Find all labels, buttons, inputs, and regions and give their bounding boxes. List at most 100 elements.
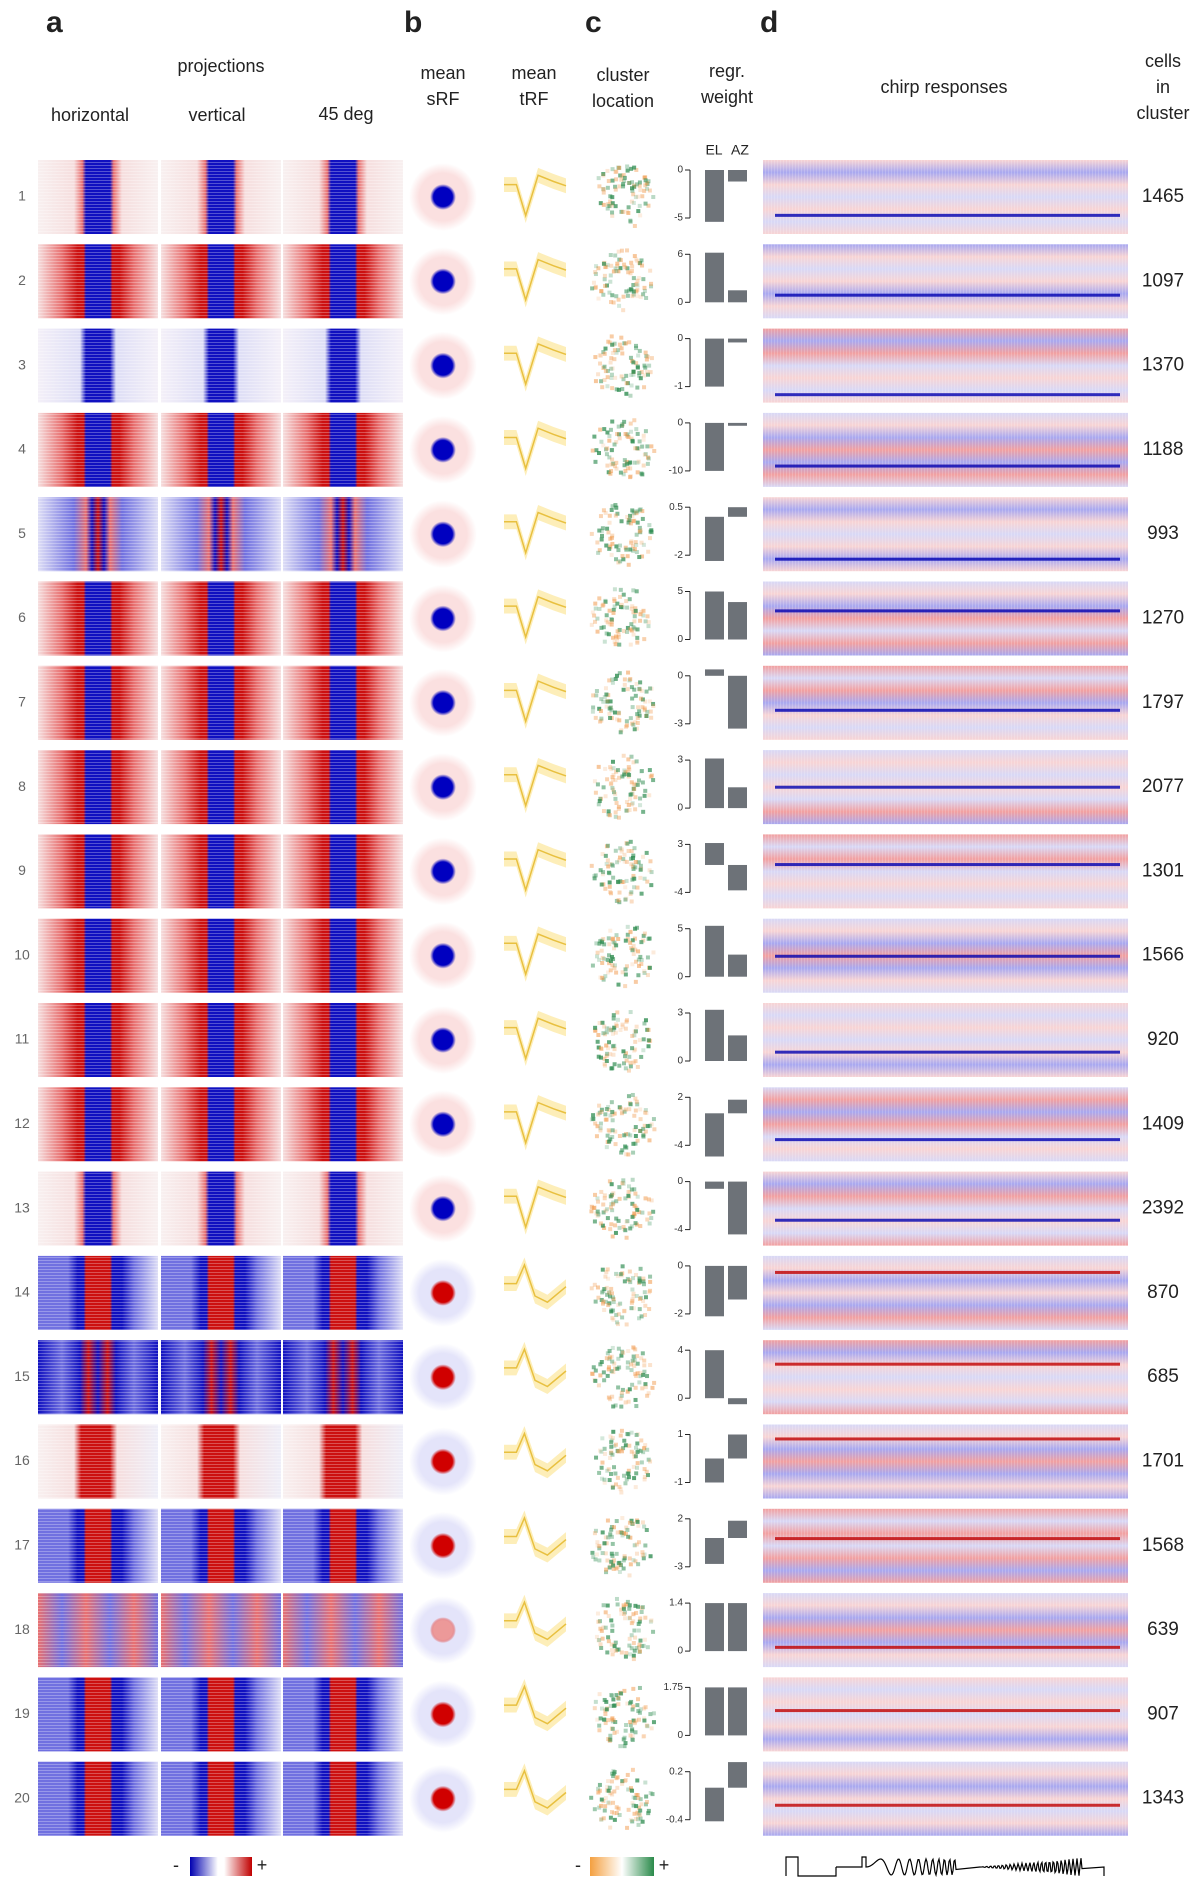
location-pixel [613,1770,617,1774]
chirp-band [775,1804,1120,1807]
location-pixel [620,1391,624,1395]
location-pixel [608,765,612,769]
location-pixel [626,925,630,929]
location-pixel [636,949,640,953]
location-pixel [629,356,633,360]
location-pixel [607,1367,611,1371]
spatial-rf [409,585,477,653]
location-pixel [600,1707,604,1711]
location-pixel [593,1026,597,1030]
location-pixel [611,1542,615,1546]
location-pixel [634,1221,638,1225]
location-pixel [645,1218,649,1222]
location-pixel [614,1443,618,1447]
header: cells [1145,51,1181,71]
location-pixel [608,1456,612,1460]
location-pixel [634,543,638,547]
cell-count: 870 [1147,1282,1179,1303]
location-pixel [602,957,606,961]
location-pixel [601,1551,605,1555]
location-pixel [594,1369,598,1373]
location-pixel [620,1651,624,1655]
location-pixel [608,521,612,525]
location-pixel [619,178,623,182]
location-pixel [617,898,621,902]
location-pixel [623,1054,627,1058]
location-pixel [606,844,610,848]
location-pixel [623,1144,627,1148]
location-pixel [630,1383,634,1387]
location-pixel [638,1649,642,1653]
location-pixel [646,614,650,618]
spatial-rf [409,1175,477,1243]
y-tick-label: 0 [677,803,683,814]
y-tick-label: 3 [677,839,683,850]
location-pixel [648,859,652,863]
location-pixel [634,1804,638,1808]
location-pixel [630,1431,634,1435]
location-pixel [622,853,626,857]
location-pixel [635,1542,639,1546]
location-pixel [611,1202,615,1206]
location-pixel [598,1021,602,1025]
location-pixel [632,1476,636,1480]
location-pixel [627,181,631,185]
location-pixel [614,514,618,518]
location-pixel [605,1030,609,1034]
location-pixel [615,717,619,721]
location-pixel [647,364,651,368]
location-pixel [634,694,638,698]
location-pixel [634,1109,638,1113]
location-pixel [619,1107,623,1111]
location-pixel [618,1226,622,1230]
location-pixel [600,1290,604,1294]
location-pixel [604,686,608,690]
row-label: 15 [14,1368,30,1384]
location-pixel [633,865,637,869]
location-pixel [636,209,640,213]
location-pixel [603,1804,607,1808]
location-pixel [599,289,603,293]
location-pixel [624,392,628,396]
bar [728,507,747,517]
location-pixel [650,1726,654,1730]
location-pixel [599,1190,603,1194]
location-pixel [625,248,629,252]
location-pixel [602,942,606,946]
location-pixel [604,1610,608,1614]
location-pixel [598,353,602,357]
location-pixel [647,793,651,797]
bar [705,170,724,222]
location-pixel [645,1800,649,1804]
location-pixel [617,643,621,647]
location-pixel [611,1727,615,1731]
location-pixel [630,1034,634,1038]
location-pixel [622,1612,626,1616]
location-pixel [634,980,638,984]
location-pixel [641,1048,645,1052]
location-pixel [629,1102,633,1106]
location-pixel [603,767,607,771]
spatial-rf [409,332,477,400]
location-pixel [628,1133,632,1137]
y-tick-label: -4 [674,1224,683,1235]
location-pixel [631,370,635,374]
y-tick-label: 0 [677,333,683,344]
location-pixel [633,1192,637,1196]
location-pixel [623,984,627,988]
location-pixel [625,800,629,804]
location-pixel [620,1315,624,1319]
location-pixel [622,688,626,692]
location-pixel [639,1438,643,1442]
location-pixel [636,1605,640,1609]
location-pixel [601,526,605,530]
location-pixel [645,1724,649,1728]
location-pixel [598,1373,602,1377]
location-pixel [591,1113,595,1117]
location-pixel [623,859,627,863]
location-pixel [624,1741,628,1745]
location-pixel [613,711,617,715]
location-pixel [637,1622,641,1626]
location-pixel [605,1707,609,1711]
location-pixel [596,1033,600,1037]
